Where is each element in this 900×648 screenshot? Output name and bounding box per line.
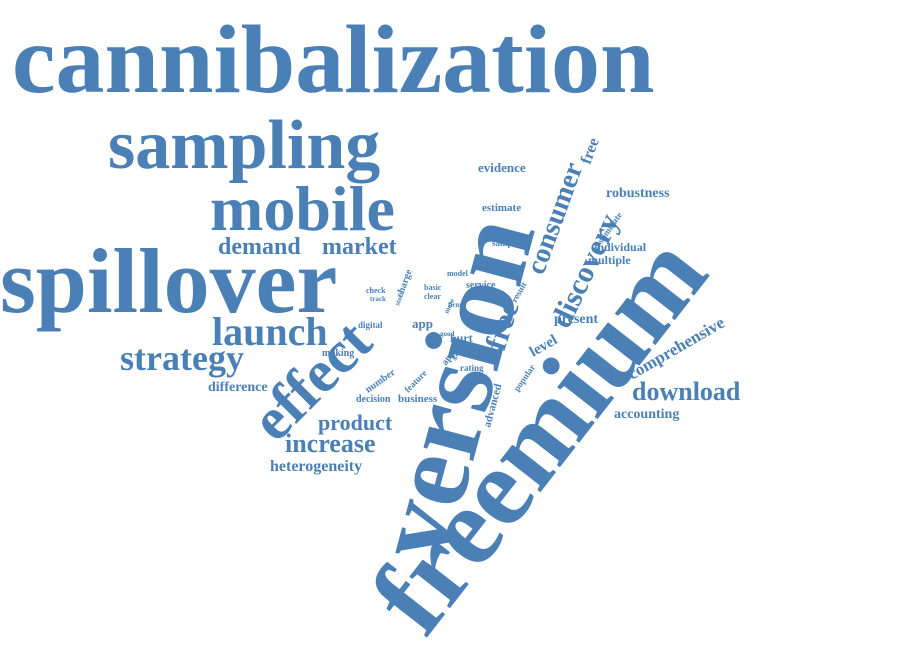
word-charge: charge [394, 268, 414, 299]
word-good: good [440, 330, 455, 338]
word-making: making [322, 348, 354, 359]
word-service: service [466, 280, 496, 291]
word-difference: difference [208, 380, 268, 395]
word-app: app [412, 316, 433, 331]
word-hurt: hurt [450, 331, 473, 345]
word-heterogeneity: heterogeneity [270, 458, 362, 475]
word-check: check [366, 286, 386, 295]
word-basic: basic [424, 283, 442, 292]
word-decision: decision [356, 394, 391, 405]
word-launch: launch [212, 309, 328, 354]
word-clear: clear [424, 292, 441, 301]
word-demand: demand [218, 234, 301, 260]
word-multiple: multiple [588, 253, 631, 267]
word-business: business [398, 393, 438, 405]
word-download: download [632, 377, 741, 406]
word-evidence: evidence [478, 160, 526, 175]
word-robustness: robustness [606, 186, 670, 201]
word-firm: firm [448, 301, 461, 309]
word-estimate: estimate [482, 202, 521, 214]
word-individual: individual [594, 240, 647, 254]
word-market: market [322, 234, 397, 260]
word-data: data [476, 319, 495, 330]
word-mobile: mobile [210, 173, 395, 244]
word-sampling: sampling [108, 107, 380, 184]
word-track: track [370, 295, 386, 303]
word-increase: increase [285, 429, 376, 458]
word-sample: sample [492, 238, 519, 248]
word-strategy: strategy [120, 338, 244, 378]
word-digital: digital [358, 320, 383, 330]
word-model: model [447, 269, 469, 278]
word-product: product [318, 410, 393, 435]
word-present: present [554, 312, 598, 327]
word-spillover: spillover [0, 230, 337, 332]
word-free-small: free [578, 136, 603, 167]
word-rating: rating [460, 363, 484, 373]
word-accounting: accounting [614, 407, 679, 422]
word-cannibalization: cannibalization [12, 6, 655, 114]
